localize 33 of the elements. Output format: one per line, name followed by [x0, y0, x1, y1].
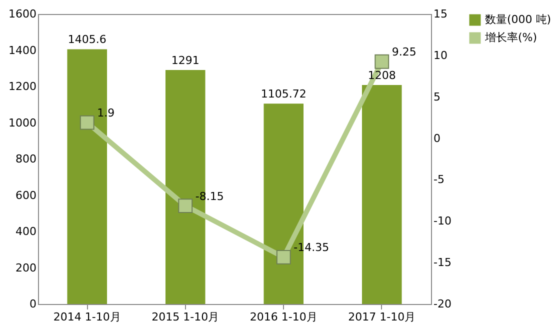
- data-label: 1291: [171, 54, 200, 68]
- x-tick-label: 2015 1-10月: [152, 310, 220, 324]
- y-tick-label: 0: [30, 298, 36, 310]
- x-tick-label: 2014 1-10月: [53, 310, 121, 324]
- bar: [362, 85, 402, 304]
- data-label: 1105.72: [260, 88, 306, 101]
- y-tick-label: 200: [16, 261, 36, 274]
- y-tick-label: 1200: [8, 80, 36, 93]
- legend-label: 增长率(%): [484, 31, 538, 44]
- y2-tick-label: -5: [434, 173, 444, 186]
- data-label: 9.25: [392, 46, 416, 59]
- y2-tick-label: 15: [434, 8, 448, 20]
- y2-tick-label: -20: [434, 298, 452, 310]
- data-label: 1405.6: [68, 33, 106, 46]
- point: [276, 250, 291, 264]
- x-tick-label: 2017 1-10月: [348, 310, 416, 324]
- data-label: 1208: [368, 69, 396, 82]
- y2-tick-label: -10: [434, 214, 452, 228]
- y2-tick-label: 0: [434, 132, 440, 145]
- legend-label: 数量(000 吨): [485, 13, 552, 26]
- y-tick-label: 1600: [8, 8, 36, 20]
- y2-tick-label: 5: [434, 90, 440, 104]
- y2-tick-label: 10: [434, 48, 448, 62]
- y-tick-label: 1000: [8, 116, 36, 130]
- point: [80, 115, 94, 130]
- y-tick-label: 400: [16, 225, 36, 238]
- y-tick-label: 600: [16, 188, 36, 202]
- y-tick-label: 1400: [8, 44, 36, 57]
- y-tick-label: 800: [16, 152, 36, 166]
- point: [178, 198, 193, 214]
- point: [374, 54, 390, 69]
- y2-tick-label: -15: [434, 256, 452, 270]
- x-tick-label: 2016 1-10月: [250, 310, 318, 324]
